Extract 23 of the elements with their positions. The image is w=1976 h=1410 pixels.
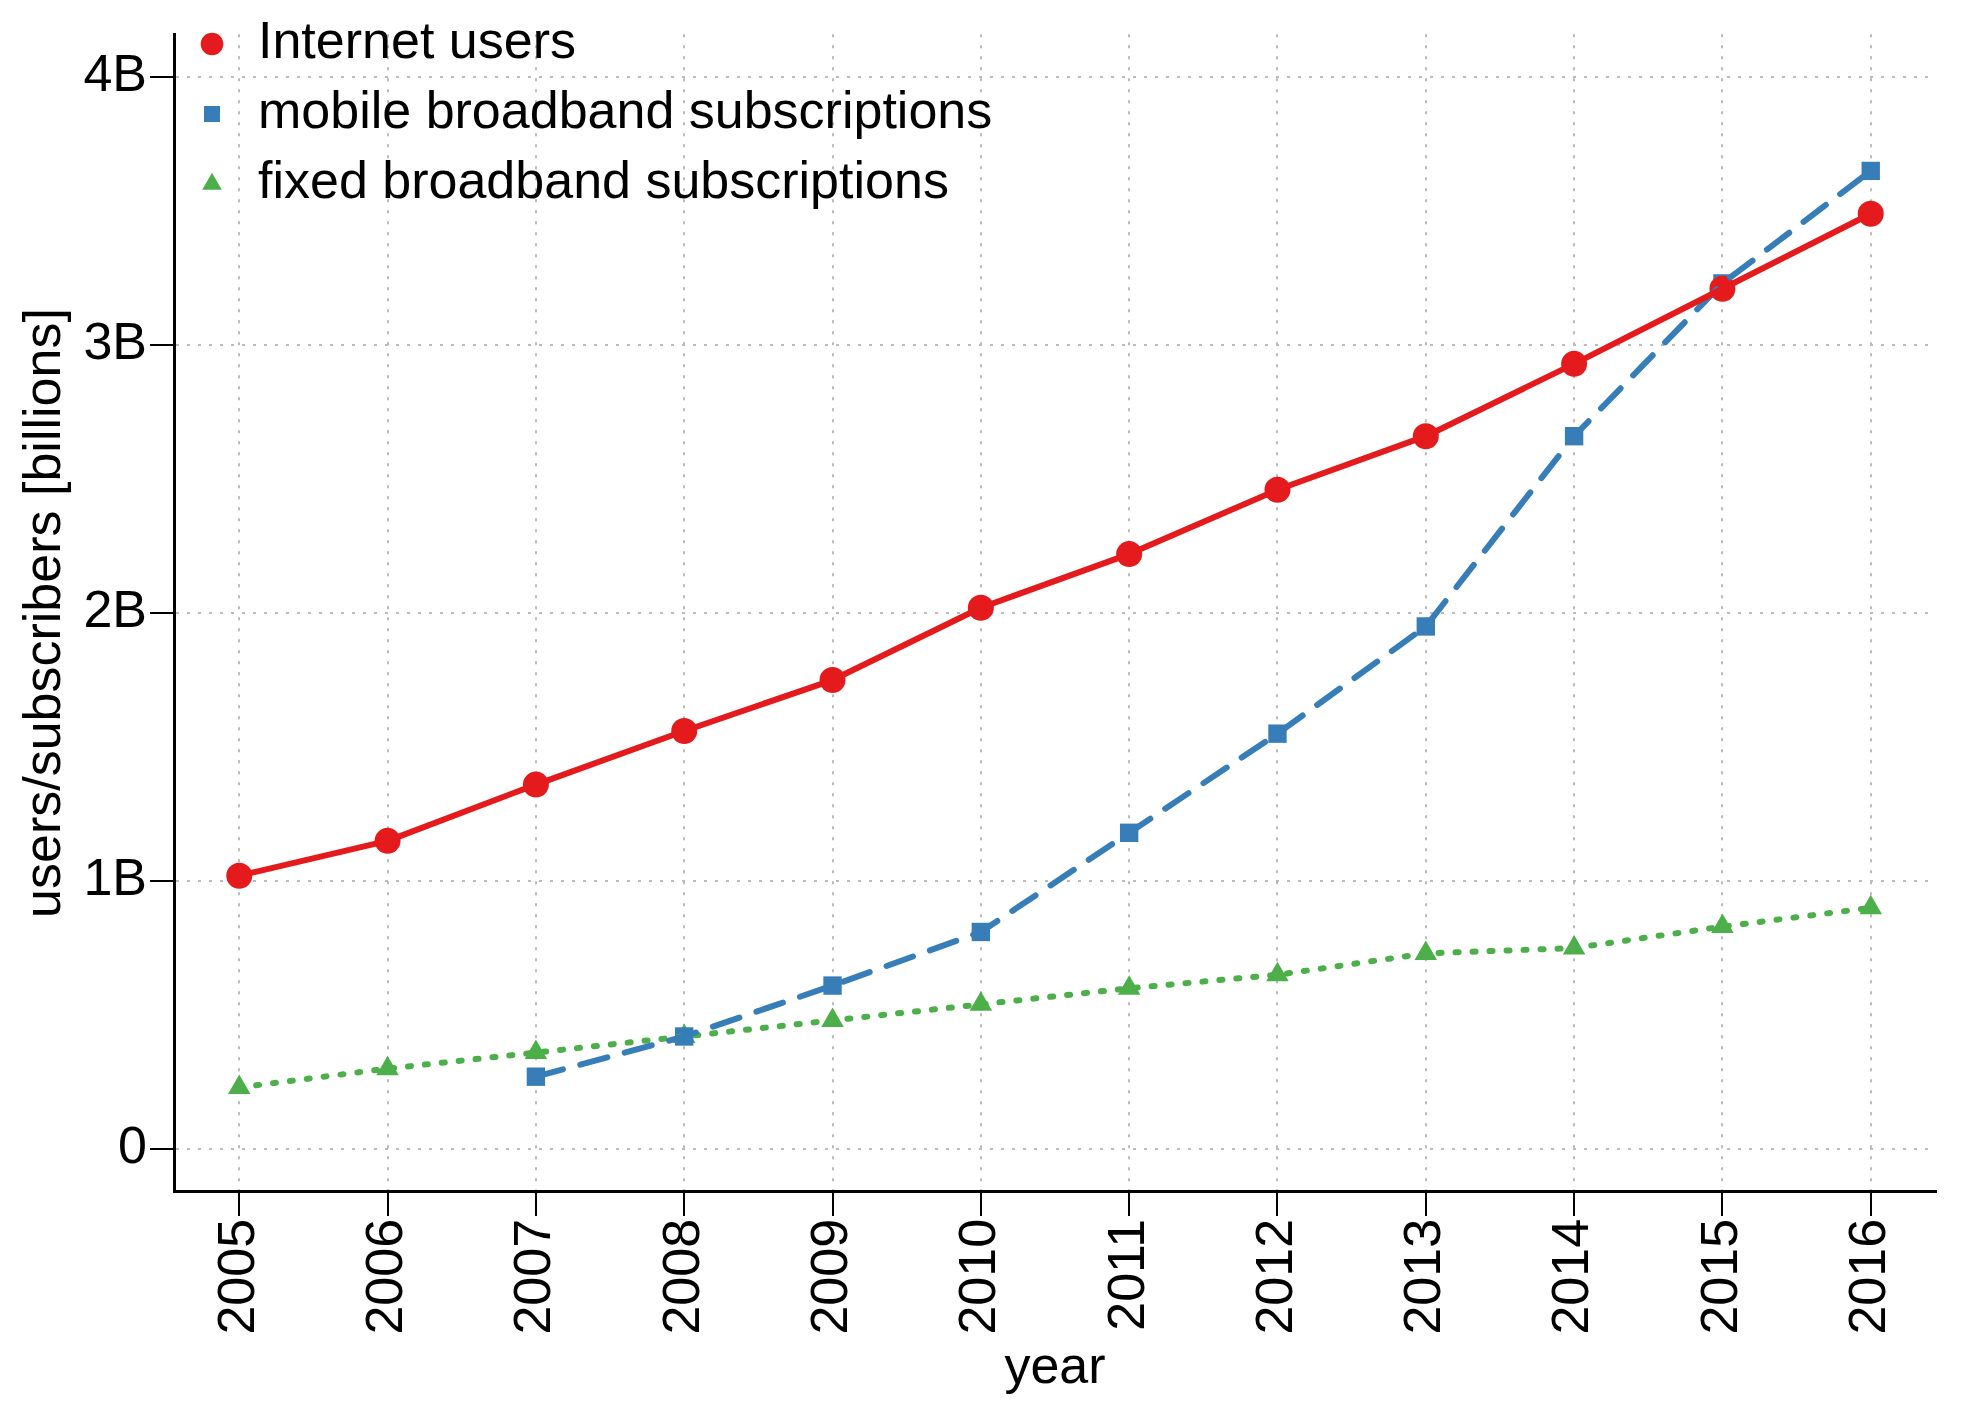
point: [1861, 161, 1880, 181]
y-tick-label: 2B: [83, 580, 147, 639]
y-tick-label: 1B: [83, 848, 147, 907]
x-tick-label: 2005: [206, 1218, 265, 1335]
x-axis-title: year: [1004, 1336, 1106, 1395]
y-tick-label: 3B: [83, 312, 147, 371]
x-tick-label: 2014: [1541, 1218, 1600, 1335]
x-tick-label: 2015: [1689, 1218, 1748, 1335]
x-tick-label: 2016: [1838, 1218, 1897, 1335]
x-tick-label: 2006: [354, 1218, 413, 1335]
x-tick-label: 2009: [799, 1218, 858, 1335]
legend-label: fixed broadband subscriptions: [258, 151, 949, 210]
y-tick-label: 4B: [83, 44, 147, 103]
x-tick-label: 2010: [948, 1218, 1007, 1335]
y-axis-title: users/subscribers [billions]: [12, 308, 71, 918]
y-tick-label: 0: [118, 1116, 147, 1175]
x-tick-label: 2007: [503, 1218, 562, 1335]
x-tick-label: 2011: [1096, 1218, 1155, 1331]
x-tick-label: 2012: [1244, 1218, 1303, 1335]
x-tick-label: 2008: [651, 1218, 710, 1335]
legend-label: mobile broadband subscriptions: [258, 81, 993, 140]
x-tick-label: 2013: [1393, 1218, 1452, 1335]
legend-label: Internet users: [258, 11, 576, 70]
